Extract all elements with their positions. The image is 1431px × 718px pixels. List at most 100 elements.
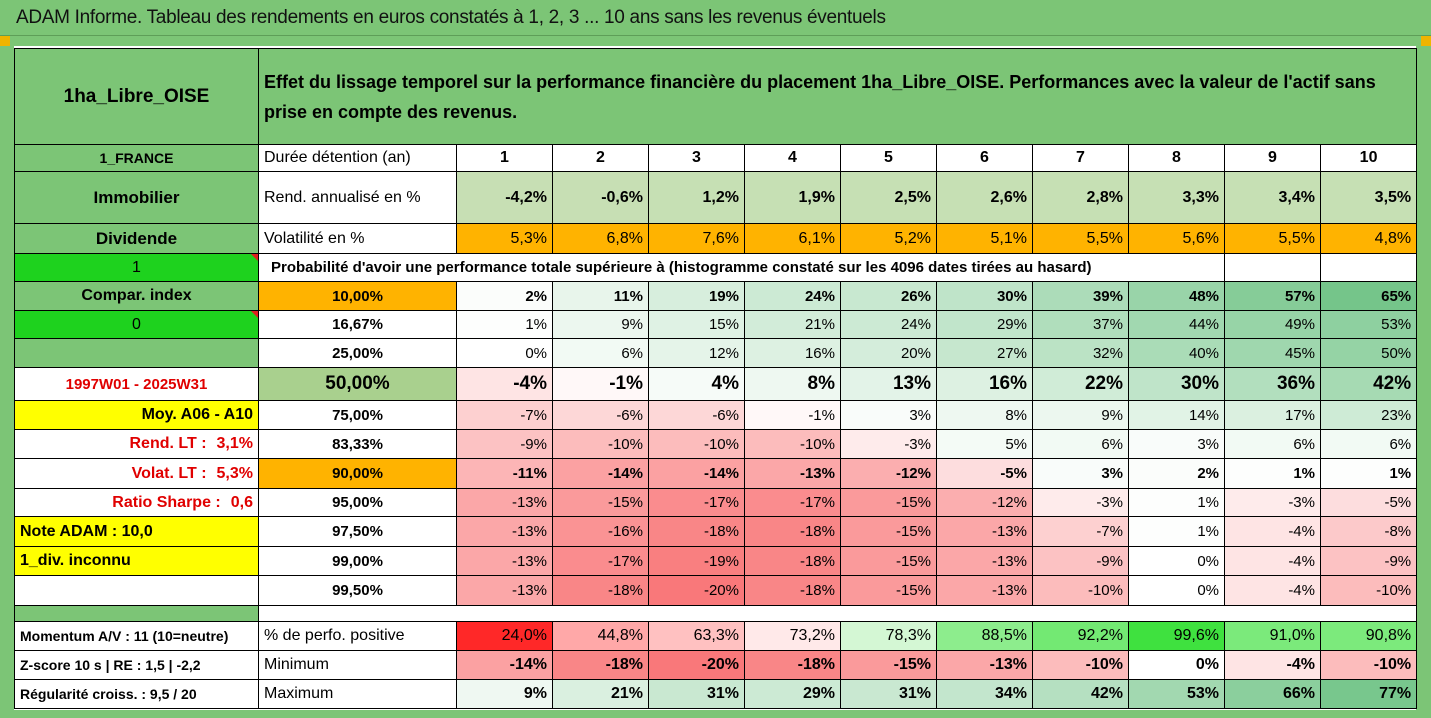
maximum-value: 9% [456,679,553,709]
percentile-row: Volat. LT :5,3% 90,00% -11% -14% -14% -13% -12… [14,458,1418,489]
compar-index-value: 0 [14,310,259,339]
percentile-value: -1% [744,400,841,430]
long-term-volatility: Volat. LT : 5,3% [14,458,259,489]
percentile-value: -18% [552,575,649,606]
year-header: 10 [1319,144,1418,172]
maximum-row: Régularité croiss. : 9,5 / 20 Maximum 9% 21… [14,679,1418,709]
percentile-value: -12% [840,458,937,489]
percentile-value: -8% [1319,516,1418,547]
percentile-value: -15% [840,488,937,517]
percentile-value: 8% [744,367,841,401]
compar-index-label: Compar. index [14,281,259,311]
percentile-value: -12% [936,488,1033,517]
percentile-value: -15% [840,546,937,576]
percentile-threshold: 97,50% [258,516,457,547]
period-label: 1997W01 - 2025W31 [14,367,259,401]
percentile-value: 37% [1032,310,1129,339]
minimum-value: -10% [1032,650,1129,680]
percentile-value: 22% [1032,367,1129,401]
percentile-value: 27% [936,338,1033,368]
percentile-value: -1% [552,367,649,401]
annualized-return-value: 2,8% [1032,171,1129,224]
percentile-value: -10% [1319,575,1418,606]
dividend-value: 1 [14,253,259,282]
positive-performance-value: 73,2% [744,621,841,651]
positive-performance-value: 78,3% [840,621,937,651]
maximum-value: 66% [1224,679,1321,709]
percentile-value: -13% [936,516,1033,547]
percentile-threshold: 83,33% [258,429,457,459]
percentile-value: 11% [552,281,649,311]
percentile-threshold: 16,67% [258,310,457,339]
maximum-value: 53% [1128,679,1225,709]
percentile-value: -10% [1032,575,1129,606]
year-header: 4 [744,144,841,172]
percentile-value: -5% [936,458,1033,489]
percentile-value: 3% [1128,429,1225,459]
positive-performance-value: 63,3% [648,621,745,651]
annualized-return-label: Rend. annualisé en % [258,171,457,224]
report-description: Effet du lissage temporel sur la perform… [257,48,1418,145]
minimum-value: -15% [840,650,937,680]
percentile-value: 6% [1319,429,1418,459]
percentile-value: 6% [1032,429,1129,459]
percentile-value: 1% [1319,458,1418,489]
volatility-value: 5,3% [456,223,553,254]
percentile-value: 1% [1128,516,1225,547]
percentile-value: 19% [648,281,745,311]
percentile-row: Moy. A06 - A10 75,00% -7% -6% -6% -1% 3% 8% 9% 14… [14,400,1418,430]
minimum-value: -10% [1319,650,1418,680]
annualized-return-value: -4,2% [456,171,553,224]
asset-name: 1ha_Libre_OISE [14,48,259,145]
percentile-row: 25,00% 0% 6% 12% 16% 20% 27% 32% 40% 45% 50% [14,338,1418,368]
percentile-value: -20% [648,575,745,606]
year-header: 1 [456,144,553,172]
spacer-row [14,605,1418,622]
maximum-value: 42% [1032,679,1129,709]
percentile-threshold: 50,00% [258,367,457,401]
percentile-value: -18% [744,546,841,576]
long-term-return: Rend. LT : 3,1% [14,429,259,459]
long-term-volatility-value: 5,3% [216,464,253,482]
percentile-value: 9% [1032,400,1129,430]
percentile-value: -15% [552,488,649,517]
percentile-value: -10% [744,429,841,459]
sharpe-ratio: Ratio Sharpe : 0,6 [14,488,259,517]
percentile-value: 14% [1128,400,1225,430]
percentile-threshold: 99,50% [258,575,457,606]
percentile-value: -13% [936,546,1033,576]
percentile-value: -13% [744,458,841,489]
dividend-label: Dividende [14,223,259,254]
percentile-value: -17% [648,488,745,517]
positive-performance-value: 90,8% [1319,621,1418,651]
maximum-value: 31% [840,679,937,709]
percentile-value: 50% [1319,338,1418,368]
percentile-value: -6% [552,400,649,430]
percentile-value: 32% [1032,338,1129,368]
percentile-value: -7% [456,400,553,430]
percentile-value: -18% [744,575,841,606]
long-term-return-label: Rend. LT : [129,435,207,452]
probability-label: Probabilité d'avoir une performance tota… [258,253,1225,282]
percentile-value: -7% [1032,516,1129,547]
percentile-value: 5% [936,429,1033,459]
maximum-value: 77% [1319,679,1418,709]
maximum-value: 21% [552,679,649,709]
positive-performance-value: 44,8% [552,621,649,651]
performance-table: 1ha_Libre_OISE Effet du lissage temporel … [14,48,1418,709]
long-term-volatility-label: Volat. LT : [131,464,207,482]
percentile-value: 6% [552,338,649,368]
percentile-value: 1% [456,310,553,339]
return-row: Immobilier Rend. annualisé en % -4,2% -0,6%… [14,171,1418,224]
positive-performance-row: Momentum A/V : 11 (10=neutre)% de perfo.… [14,621,1418,651]
percentile-value: -13% [456,546,553,576]
percentile-value: -14% [648,458,745,489]
percentile-row: 0 16,67% 1% 9% 15% 21% 24% 29% 37% 44% 49% 53% [14,310,1418,339]
header-row: 1ha_Libre_OISE Effet du lissage temporel … [14,48,1418,145]
percentile-value: 39% [1032,281,1129,311]
percentile-value: 2% [1128,458,1225,489]
year-header: 6 [936,144,1033,172]
volatility-value: 6,1% [744,223,841,254]
percentile-value: -17% [552,546,649,576]
percentile-value: -9% [456,429,553,459]
